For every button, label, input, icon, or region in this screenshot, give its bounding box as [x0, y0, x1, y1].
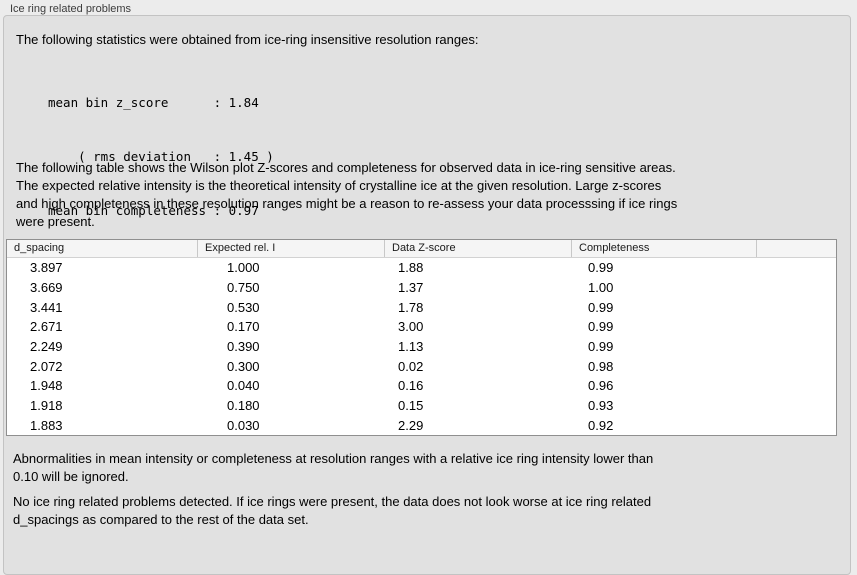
conclusion-text: No ice ring related problems detected. I… — [13, 493, 651, 529]
cell-data-z-score: 1.13 — [398, 339, 424, 355]
cell-expected-rel-i: 0.390 — [227, 339, 260, 355]
ice-ring-table: d_spacing Expected rel. I Data Z-score C… — [6, 239, 837, 436]
description-line: and high completeness in these resolutio… — [16, 196, 678, 211]
cell-completeness: 0.99 — [588, 339, 614, 355]
cell-data-z-score: 1.88 — [398, 260, 424, 276]
table-header-d-spacing[interactable]: d_spacing — [7, 240, 198, 257]
panel-title: Ice ring related problems — [10, 3, 132, 15]
cell-expected-rel-i: 0.300 — [227, 358, 260, 374]
abnormalities-note: Abnormalities in mean intensity or compl… — [13, 450, 653, 486]
cell-d-spacing: 3.897 — [30, 260, 63, 276]
cell-d-spacing: 3.669 — [30, 280, 63, 295]
stat-z-score-rms-deviation: ( rms deviation : 1.45 ) — [48, 149, 274, 164]
description-line: The following table shows the Wilson plo… — [16, 160, 676, 175]
cell-completeness: 0.99 — [588, 260, 614, 276]
abnormalities-note-line: Abnormalities in mean intensity or compl… — [13, 451, 654, 466]
cell-completeness: 0.98 — [588, 358, 614, 374]
table-row[interactable]: 2.671 0.170 3.00 0.99 — [7, 317, 836, 337]
cell-expected-rel-i: 0.750 — [227, 280, 260, 295]
cell-data-z-score: 1.78 — [398, 299, 424, 315]
cell-expected-rel-i: 0.170 — [227, 319, 260, 335]
abnormalities-note-line: 0.10 will be ignored. — [13, 469, 129, 484]
table-header-data-z-score[interactable]: Data Z-score — [385, 240, 572, 257]
table-row[interactable]: 3.669 0.750 1.37 1.00 — [7, 278, 836, 298]
cell-expected-rel-i: 0.040 — [227, 378, 260, 394]
table-row[interactable]: 3.441 0.530 1.78 0.99 — [7, 297, 836, 317]
description-text: The following table shows the Wilson plo… — [16, 159, 677, 231]
table-row[interactable]: 3.897 1.000 1.88 0.99 — [7, 258, 836, 278]
cell-expected-rel-i: 0.530 — [227, 299, 260, 315]
cell-completeness: 1.00 — [588, 280, 614, 295]
cell-d-spacing: 2.671 — [30, 319, 63, 335]
cell-d-spacing: 1.948 — [30, 378, 63, 394]
table-header-spacer — [757, 240, 836, 257]
table-header-completeness[interactable]: Completeness — [572, 240, 757, 257]
cell-completeness: 0.99 — [588, 319, 614, 335]
table-row[interactable]: 1.883 0.030 2.29 0.92 — [7, 415, 836, 435]
cell-completeness: 0.99 — [588, 299, 614, 315]
ice-ring-groupbox: The following statistics were obtained f… — [3, 15, 851, 575]
cell-expected-rel-i: 0.030 — [227, 417, 260, 433]
table-row[interactable]: 1.918 0.180 0.15 0.93 — [7, 396, 836, 416]
intro-text: The following statistics were obtained f… — [16, 32, 479, 47]
cell-d-spacing: 1.918 — [30, 398, 63, 414]
cell-data-z-score: 0.16 — [398, 378, 424, 394]
cell-data-z-score: 0.15 — [398, 398, 424, 414]
cell-d-spacing: 1.883 — [30, 417, 63, 433]
cell-data-z-score: 3.00 — [398, 319, 424, 335]
stat-mean-bin-z-score: mean bin z_score : 1.84 — [48, 95, 259, 110]
table-header-row: d_spacing Expected rel. I Data Z-score C… — [7, 240, 836, 258]
cell-expected-rel-i: 0.180 — [227, 398, 260, 414]
cell-completeness: 0.92 — [588, 417, 614, 433]
cell-expected-rel-i: 1.000 — [227, 260, 260, 276]
cell-data-z-score: 1.37 — [398, 280, 424, 295]
cell-data-z-score: 2.29 — [398, 417, 424, 433]
cell-completeness: 0.93 — [588, 398, 614, 414]
description-line: The expected relative intensity is the t… — [16, 178, 662, 193]
ice-ring-report-panel: { "colors": { "page_bg": "#ececec", "gro… — [3, 3, 851, 575]
cell-data-z-score: 0.02 — [398, 358, 424, 374]
table-body: 3.897 1.000 1.88 0.99 3.669 0.750 1.37 1… — [7, 258, 836, 435]
conclusion-line: d_spacings as compared to the rest of th… — [13, 512, 309, 527]
table-header-expected-rel-i[interactable]: Expected rel. I — [198, 240, 385, 257]
table-row[interactable]: 2.072 0.300 0.02 0.98 — [7, 356, 836, 376]
table-row[interactable]: 2.249 0.390 1.13 0.99 — [7, 337, 836, 357]
cell-completeness: 0.96 — [588, 378, 614, 394]
description-line: were present. — [16, 214, 95, 229]
cell-d-spacing: 2.072 — [30, 358, 63, 374]
stat-mean-bin-completeness: mean bin completeness : 0.97 — [48, 203, 259, 218]
cell-d-spacing: 3.441 — [30, 299, 63, 315]
cell-d-spacing: 2.249 — [30, 339, 63, 355]
table-row[interactable]: 1.948 0.040 0.16 0.96 — [7, 376, 836, 396]
conclusion-line: No ice ring related problems detected. I… — [13, 494, 652, 509]
